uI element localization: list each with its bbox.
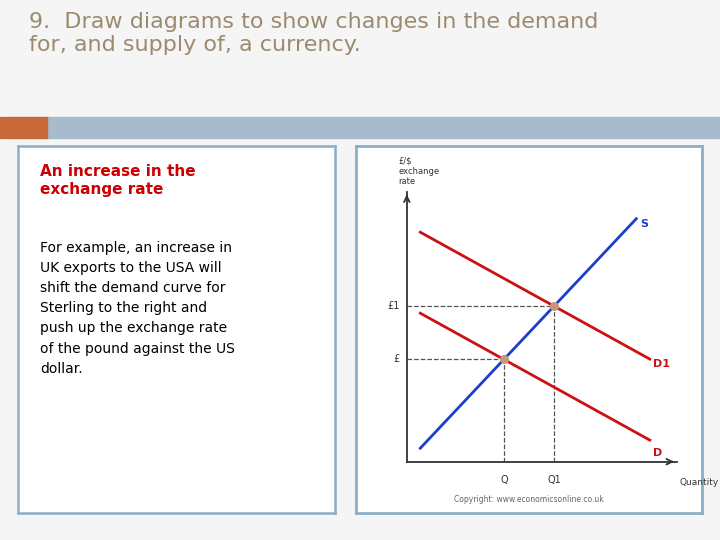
Text: D1: D1 — [652, 359, 670, 369]
Text: £/$
exchange
rate: £/$ exchange rate — [399, 157, 440, 186]
Text: Quantity: Quantity — [680, 478, 719, 487]
Text: Q: Q — [500, 475, 508, 485]
Text: Q1: Q1 — [547, 475, 561, 485]
Text: An increase in the
exchange rate: An increase in the exchange rate — [40, 164, 196, 197]
Text: 9.  Draw diagrams to show changes in the demand
for, and supply of, a currency.: 9. Draw diagrams to show changes in the … — [29, 12, 598, 55]
Text: For example, an increase in
UK exports to the USA will
shift the demand curve fo: For example, an increase in UK exports t… — [40, 241, 235, 376]
Text: S: S — [640, 219, 648, 229]
Bar — [0, 117, 47, 138]
Text: £: £ — [394, 354, 400, 364]
Text: D: D — [652, 448, 662, 458]
Text: £1: £1 — [387, 301, 400, 311]
Text: Copyright: www.economicsonline.co.uk: Copyright: www.economicsonline.co.uk — [454, 495, 604, 504]
